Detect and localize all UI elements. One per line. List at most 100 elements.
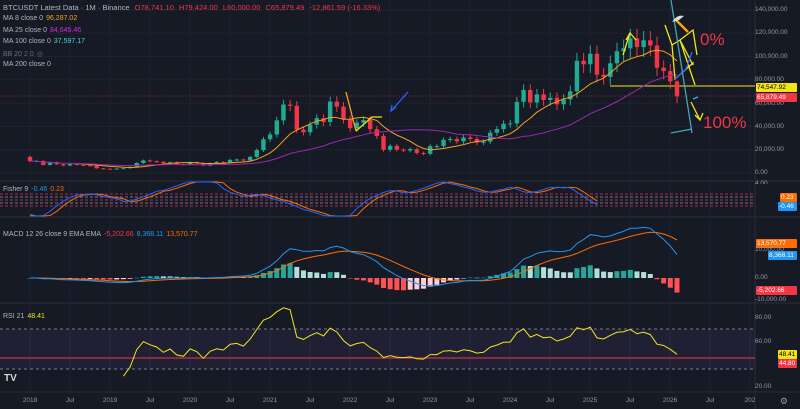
fisher-trigger-line bbox=[29, 181, 598, 217]
macd-histogram-bar bbox=[667, 278, 673, 288]
macd-histogram-bar bbox=[674, 278, 680, 293]
drawings[interactable] bbox=[345, 0, 704, 134]
candle-body bbox=[274, 120, 279, 135]
macd-histogram-bar bbox=[334, 272, 340, 278]
macd-value-tag: 8,368.11 bbox=[768, 251, 797, 260]
time-tick: 2019 bbox=[102, 397, 118, 404]
candle-body bbox=[287, 104, 293, 106]
macd-histogram-bar bbox=[80, 278, 86, 279]
price-tick: 140,000.00 bbox=[755, 6, 788, 13]
annotation-0-percent[interactable]: 0% bbox=[700, 30, 725, 49]
macd-histogram-bar bbox=[154, 276, 160, 278]
macd-histogram-bar bbox=[174, 276, 180, 278]
candle-body bbox=[307, 124, 313, 133]
legend-ma8[interactable]: MA 8 close 0 96,287.02 bbox=[3, 15, 80, 22]
time-tick: Jul bbox=[145, 397, 155, 404]
macd-histogram-bar bbox=[167, 276, 173, 278]
ohlc-open: O78,741.10 bbox=[134, 3, 174, 12]
symbol-title[interactable]: BTCUSDT Latest Data · 1M · Binance bbox=[3, 3, 130, 12]
macd-histogram-bar bbox=[394, 278, 400, 291]
candle-body bbox=[594, 53, 600, 75]
price-tick: 20,000.00 bbox=[755, 146, 784, 153]
candle-body bbox=[581, 60, 586, 65]
candle-body bbox=[394, 145, 400, 150]
candle-body bbox=[674, 81, 680, 97]
ma8-label: MA 8 close 0 bbox=[3, 15, 44, 22]
macd-histogram-bar bbox=[467, 277, 473, 279]
legend-rsi[interactable]: RSI 21 48.41 bbox=[3, 313, 48, 320]
macd-histogram-bar bbox=[507, 272, 513, 278]
macd-histogram-bar bbox=[534, 265, 540, 278]
macd-histogram-bar bbox=[260, 272, 266, 278]
candle-body bbox=[534, 94, 540, 103]
legend-ma200[interactable]: MA 200 close 0 bbox=[3, 61, 54, 68]
rsi-value: 48.41 bbox=[27, 313, 45, 320]
legend-macd[interactable]: MACD 12 26 close 9 EMA EMA -5,202.66 8,368… bbox=[3, 231, 201, 238]
macd-histogram-bar bbox=[421, 278, 427, 289]
grid bbox=[0, 0, 755, 392]
macd-histogram-bar bbox=[501, 273, 507, 278]
candle-body bbox=[661, 67, 666, 72]
macd-histogram-bar bbox=[367, 278, 373, 283]
macd-histogram-bar bbox=[621, 270, 627, 278]
candle-body bbox=[81, 164, 86, 166]
candle-body bbox=[648, 40, 653, 46]
candle-body bbox=[281, 104, 286, 121]
last-price-tag: 65,879.49 bbox=[756, 93, 797, 102]
macd-histogram-bar bbox=[300, 270, 306, 278]
price-tick: 100,000.00 bbox=[755, 53, 788, 60]
macd-histogram-bar bbox=[407, 278, 413, 290]
tradingview-logo-icon[interactable]: TV bbox=[4, 373, 17, 384]
rsi-value-tag: 48.41 bbox=[778, 350, 797, 359]
time-tick: 2020 bbox=[182, 397, 198, 404]
time-tick: Jul bbox=[385, 397, 395, 404]
candle-body bbox=[41, 161, 46, 165]
candle-body bbox=[608, 63, 613, 77]
candle-body bbox=[94, 165, 99, 169]
candle-body bbox=[441, 139, 446, 147]
macd-line bbox=[30, 226, 678, 287]
time-tick: 202 bbox=[744, 397, 756, 404]
candle-body bbox=[247, 156, 253, 161]
time-tick: Jul bbox=[625, 397, 635, 404]
candle-body bbox=[254, 150, 259, 157]
candle-body bbox=[87, 165, 93, 167]
macd-histogram-bar bbox=[307, 272, 313, 278]
macd-histogram-bar bbox=[340, 274, 346, 278]
eye-hidden-icon[interactable]: ◎ bbox=[36, 51, 43, 58]
macd-histogram-bar bbox=[481, 277, 487, 279]
candle-body bbox=[261, 139, 266, 151]
macd-histogram-bar bbox=[454, 278, 460, 280]
macd-histogram-bar bbox=[581, 266, 587, 278]
rsi-tick: 80.00 bbox=[755, 314, 772, 321]
candle-body bbox=[494, 129, 500, 133]
macd-histogram-bar bbox=[594, 268, 600, 278]
macd-histogram-bar bbox=[120, 278, 126, 280]
macd-signal-tag: 13,570.77 bbox=[756, 239, 797, 248]
ma100-label: MA 100 close 0 bbox=[3, 38, 51, 45]
settings-gear-icon[interactable]: ⚙ bbox=[779, 396, 788, 406]
fisher-trigger-tag: 0.23 bbox=[780, 193, 797, 202]
candle-body bbox=[367, 120, 373, 130]
ohlc-change: -12,861.59 (-16.33%) bbox=[309, 3, 381, 12]
macd-hist-value: -5,202.66 bbox=[104, 231, 134, 238]
candle-body bbox=[327, 101, 333, 123]
macd-histogram-bar bbox=[427, 278, 433, 287]
macd-label: MACD 12 26 close 9 EMA EMA bbox=[3, 231, 102, 238]
macd-histogram-bar bbox=[347, 278, 353, 279]
macd-histogram-bar bbox=[134, 277, 140, 279]
rsi-tick: 60.00 bbox=[755, 338, 772, 345]
legend-ma25[interactable]: MA 25 close 0 84,645.46 bbox=[3, 27, 84, 34]
legend-fisher[interactable]: Fisher 9 -0.46 0.23 bbox=[3, 186, 67, 193]
annotation-100-percent[interactable]: 100% bbox=[703, 113, 747, 132]
candle-body bbox=[121, 168, 126, 170]
candle-body bbox=[161, 161, 166, 164]
candle-body bbox=[141, 160, 146, 163]
legend-bb[interactable]: BB 20 2 0 ◎ bbox=[3, 50, 46, 58]
candle-body bbox=[508, 123, 513, 125]
candle-body bbox=[74, 164, 79, 166]
macd-histogram-bar bbox=[147, 276, 153, 278]
candle-body bbox=[401, 149, 406, 151]
legend-ma100[interactable]: MA 100 close 0 37,597.17 bbox=[3, 38, 88, 45]
